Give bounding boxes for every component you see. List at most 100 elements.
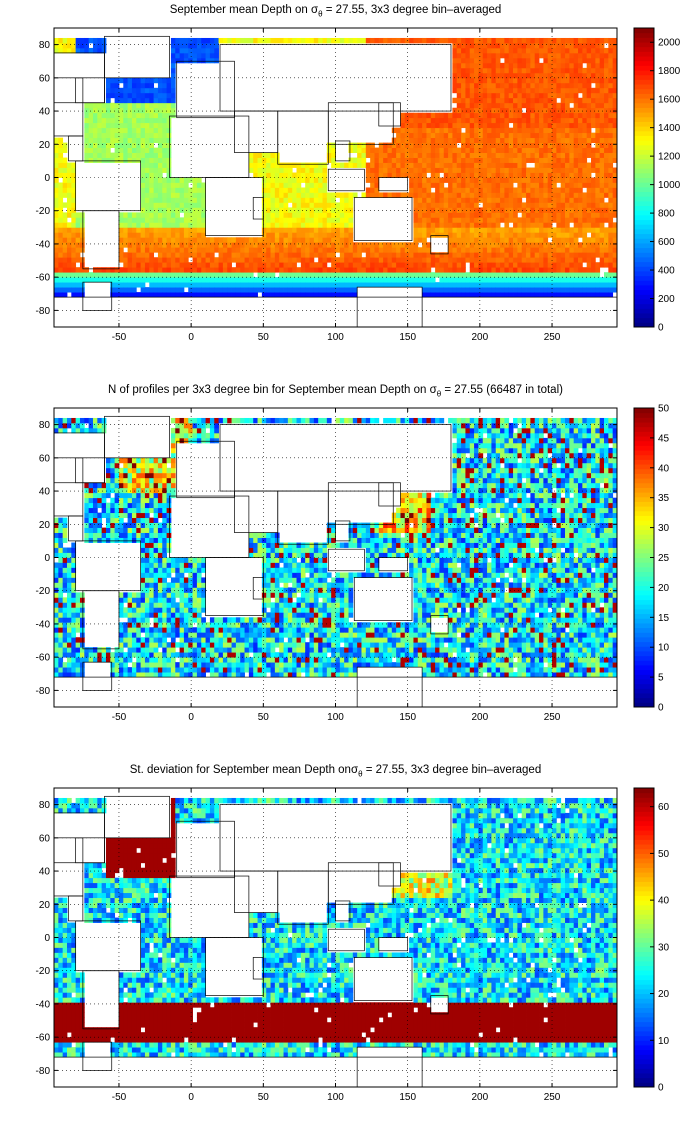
heatmap-cell: [487, 92, 492, 99]
heatmap-cell: [465, 57, 471, 64]
heatmap-cell: [296, 287, 302, 293]
heatmap-cell: [465, 162, 471, 168]
heatmap-cell: [331, 287, 336, 293]
heatmap-cell: [504, 242, 510, 248]
heatmap-cell: [595, 142, 601, 148]
heatmap-cell: [58, 567, 64, 573]
heatmap-cell: [578, 257, 583, 263]
heatmap-cell: [110, 92, 116, 99]
heatmap-cell: [595, 97, 601, 104]
heatmap-cell: [517, 182, 523, 188]
heatmap-cell: [543, 182, 549, 188]
heatmap-cell: [374, 162, 380, 168]
heatmap-cell: [162, 187, 167, 193]
heatmap-cell: [97, 152, 103, 158]
heatmap-cell: [547, 72, 553, 79]
heatmap-cell: [136, 117, 142, 124]
heatmap-cell: [266, 202, 271, 208]
heatmap-cell: [573, 127, 579, 134]
heatmap-cell: [62, 652, 68, 658]
heatmap-cell: [430, 192, 436, 198]
heatmap-cell: [452, 242, 458, 248]
heatmap-cell: [305, 177, 310, 183]
heatmap-cell: [478, 182, 484, 188]
heatmap-cell: [543, 202, 549, 208]
heatmap-cell: [482, 287, 488, 293]
heatmap-cell: [456, 222, 462, 228]
heatmap-cell: [461, 97, 466, 104]
heatmap-cell: [66, 252, 72, 258]
heatmap-cell: [192, 192, 198, 198]
heatmap-cell: [58, 232, 64, 238]
heatmap-cell: [248, 272, 254, 278]
heatmap-cell: [452, 267, 458, 273]
heatmap-cell: [378, 277, 384, 283]
heatmap-cell: [309, 182, 315, 188]
heatmap-cell: [556, 192, 562, 198]
heatmap-cell: [105, 272, 111, 278]
heatmap-cell: [326, 37, 332, 44]
heatmap-cell: [582, 67, 588, 74]
colorbar-tick-label: 600: [658, 237, 675, 248]
heatmap-cell: [461, 147, 466, 153]
heatmap-cell: [539, 162, 544, 168]
heatmap-cell: [218, 262, 224, 268]
heatmap-cell: [530, 252, 536, 258]
heatmap-cell: [261, 212, 267, 218]
heatmap-cell: [365, 247, 371, 253]
heatmap-cell: [608, 287, 614, 293]
heatmap-cell: [383, 272, 388, 278]
heatmap-cell: [292, 172, 297, 178]
heatmap-cell: [560, 152, 566, 158]
heatmap-cell: [469, 227, 475, 233]
heatmap-cell: [157, 247, 163, 253]
heatmap-cell: [608, 207, 614, 213]
heatmap-cell: [417, 177, 423, 183]
heatmap-cell: [521, 272, 527, 278]
heatmap-cell: [591, 107, 596, 114]
heatmap-cell: [283, 202, 289, 208]
heatmap-cell: [131, 152, 137, 158]
heatmap-cell: [439, 252, 445, 258]
heatmap-cell: [508, 202, 514, 208]
heatmap-cell: [231, 282, 237, 288]
heatmap-cell: [348, 277, 354, 283]
heatmap-cell: [183, 257, 189, 263]
heatmap-cell: [313, 262, 319, 268]
heatmap-cell: [283, 242, 289, 248]
heatmap-cell: [110, 157, 116, 163]
heatmap-cell: [79, 42, 85, 49]
heatmap-cell: [79, 257, 85, 263]
heatmap-cell: [422, 157, 427, 163]
heatmap-cell: [565, 82, 570, 89]
heatmap-cell: [183, 202, 189, 208]
heatmap-cell: [331, 162, 336, 168]
heatmap-cell: [556, 257, 562, 263]
heatmap-cell: [222, 37, 228, 44]
heatmap-cell: [88, 157, 94, 163]
heatmap-cell: [123, 657, 129, 663]
heatmap-cell: [560, 122, 566, 129]
heatmap-cell: [123, 477, 129, 484]
heatmap-cell: [201, 262, 206, 268]
heatmap-cell: [339, 282, 345, 288]
heatmap-cell: [435, 227, 440, 233]
heatmap-cell: [404, 152, 410, 158]
heatmap-cell: [97, 267, 103, 273]
heatmap-cell: [127, 482, 133, 489]
heatmap-cell: [612, 77, 618, 84]
heatmap-cell: [547, 247, 553, 253]
heatmap-cell: [513, 162, 518, 168]
heatmap-cell: [140, 137, 146, 144]
heatmap-cell: [582, 197, 588, 203]
heatmap-cell: [391, 157, 397, 163]
heatmap-cell: [153, 227, 159, 233]
heatmap-cell: [370, 262, 375, 268]
heatmap-cell: [612, 107, 618, 114]
heatmap-cell: [599, 242, 605, 248]
heatmap-cell: [443, 142, 449, 148]
heatmap-cell: [591, 152, 596, 158]
heatmap-cell: [75, 37, 81, 44]
heatmap-cell: [387, 192, 393, 198]
heatmap-cell: [482, 272, 488, 278]
